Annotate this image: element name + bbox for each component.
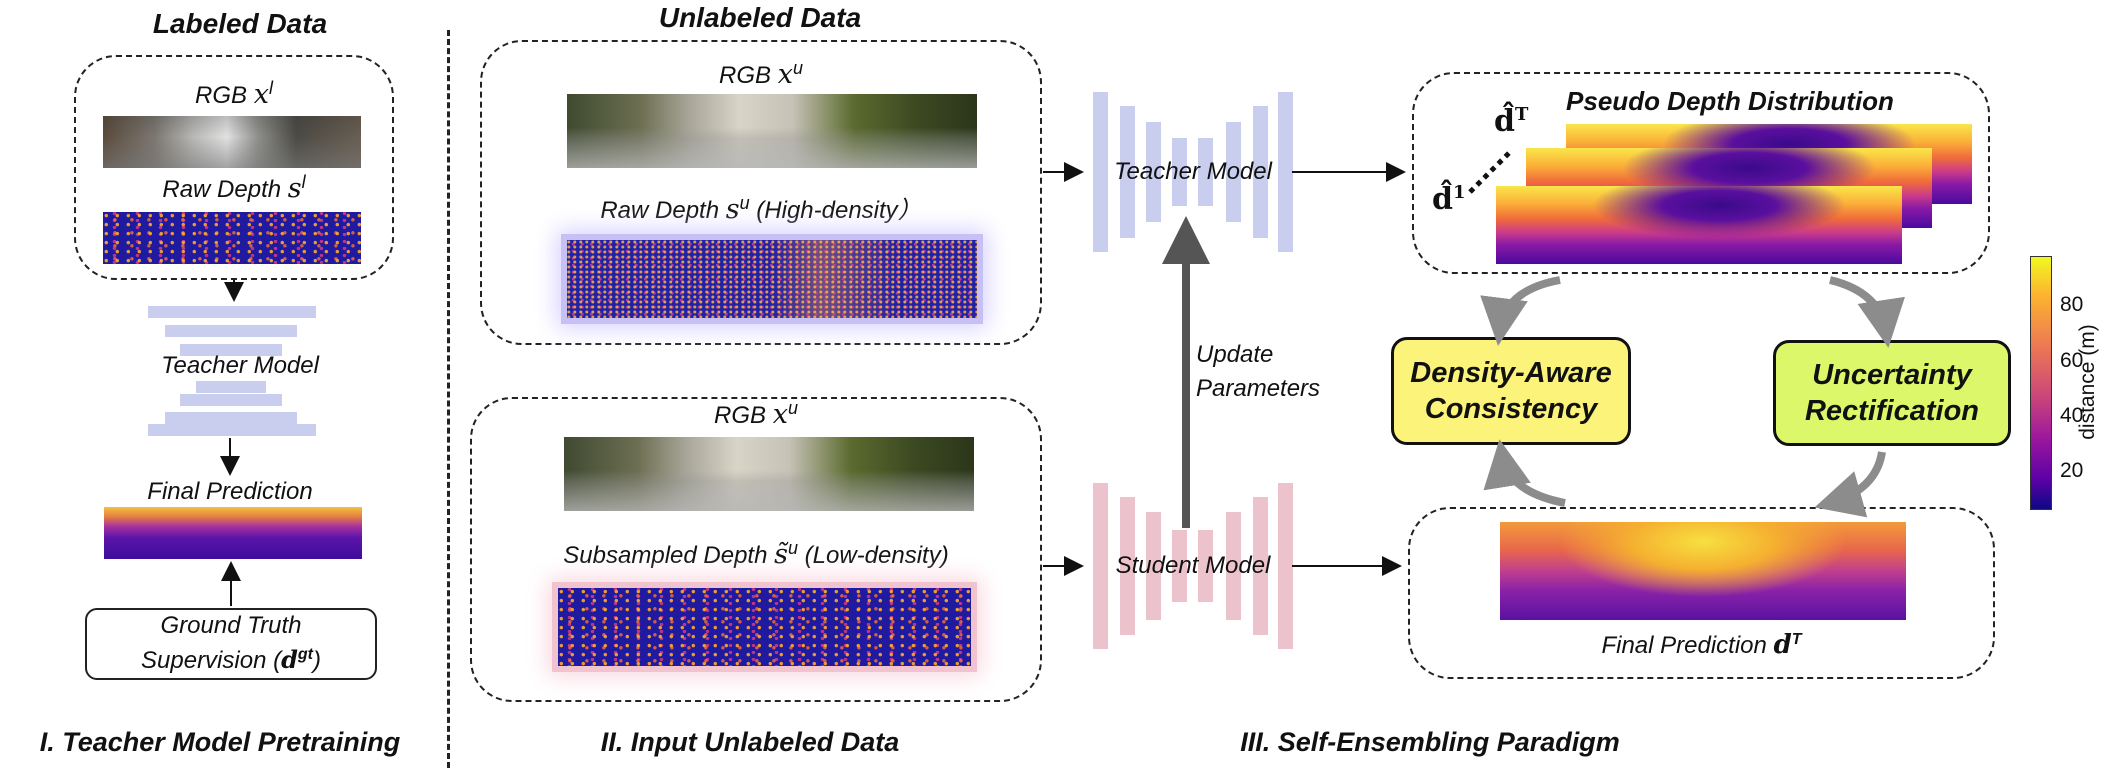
raw-depth-label-unlabeled: Raw Depth su (High-density） — [600, 193, 922, 225]
section1-caption: I. Teacher Model Pretraining — [39, 727, 401, 757]
teacher-layer — [196, 381, 266, 393]
ground-truth-line2: Supervision (dgt) — [141, 645, 321, 674]
student-layer — [1146, 512, 1161, 620]
curved-arrow-rectification-to-final — [1814, 451, 1886, 518]
teacher-layer — [1253, 106, 1268, 238]
student-layer — [1172, 530, 1187, 602]
subsampled-depth-label: Subsampled Depth s̃u (Low-density) — [563, 538, 949, 570]
colorbar-tick-label: 20 — [2060, 459, 2084, 482]
teacher-layer — [1120, 106, 1135, 238]
pseudo-depth-box — [1412, 72, 1990, 274]
rgb-label-unlabeled-2: RGB xu — [714, 398, 798, 430]
rgb-label-unlabeled: RGB xu — [719, 58, 803, 90]
student-layer — [1120, 497, 1135, 635]
raw-depth-image-high-density — [567, 240, 977, 318]
rgb-image-unlabeled-2 — [564, 437, 974, 511]
teacher-layer — [148, 424, 316, 436]
colorbar — [2030, 256, 2052, 510]
teacher-model-label-pretrain: Teacher Model — [161, 352, 319, 379]
student-layer — [1278, 483, 1293, 649]
raw-depth-label-labeled: Raw Depth sl — [162, 172, 306, 204]
colorbar-tick-label: 60 — [2060, 349, 2084, 372]
teacher-layer — [165, 412, 297, 424]
rgb-image-unlabeled — [567, 94, 977, 168]
teacher-model-label: Teacher Model — [1114, 158, 1272, 185]
rgb-image-labeled — [103, 116, 361, 168]
teacher-layer — [180, 344, 282, 356]
pseudo-depth-symbol-bottom: d̂1 — [1432, 182, 1466, 217]
teacher-layer — [148, 306, 316, 318]
final-prediction-label: Final Prediction dT — [1601, 630, 1802, 660]
student-layer — [1198, 530, 1213, 602]
uncertainty-rectification-box: Uncertainty Rectification — [1773, 340, 2011, 446]
final-prediction-image-pretrain — [104, 507, 362, 559]
student-layer — [1253, 497, 1268, 635]
curved-arrow-final-to-consistency — [1483, 439, 1566, 507]
curved-arrow-pseudo-to-rectification — [1829, 276, 1905, 348]
teacher-layer — [1226, 122, 1241, 222]
pseudo-depth-title: Pseudo Depth Distribution — [1566, 86, 1894, 116]
unlabeled-high-density-box — [480, 40, 1042, 345]
curved-arrow-pseudo-to-consistency — [1480, 276, 1561, 346]
density-aware-consistency-box: Density-Aware Consistency — [1391, 337, 1631, 445]
rgb-label-labeled: RGB xl — [195, 78, 273, 110]
final-prediction-box — [1408, 507, 1995, 679]
section3-caption: III. Self-Ensembling Paradigm — [1240, 727, 1620, 757]
section-divider — [447, 30, 450, 768]
teacher-layer — [180, 394, 282, 406]
pseudo-depth-dots — [1468, 148, 1514, 194]
ground-truth-line1: Ground Truth — [160, 612, 302, 639]
student-layer — [1226, 512, 1241, 620]
ground-truth-box — [85, 608, 377, 680]
student-layer — [1093, 483, 1108, 649]
labeled-data-box — [74, 55, 394, 280]
pseudo-depth-map-front — [1496, 186, 1902, 264]
labeled-data-heading: Labeled Data — [152, 8, 328, 39]
subsampled-depth-image-low-density — [558, 588, 971, 666]
update-parameters-label: Update Parameters — [1196, 341, 1321, 402]
final-prediction-depth-map — [1500, 522, 1906, 620]
raw-depth-image-labeled — [103, 212, 361, 264]
unlabeled-low-density-box — [470, 397, 1042, 702]
teacher-layer — [1172, 138, 1187, 206]
colorbar-tick-label: 40 — [2060, 404, 2084, 427]
teacher-layer — [1146, 122, 1161, 222]
teacher-layer — [1093, 92, 1108, 252]
pseudo-depth-symbol-top: d̂T — [1494, 104, 1529, 139]
teacher-layer — [1278, 92, 1293, 252]
colorbar-tick-label: 80 — [2060, 293, 2084, 316]
final-prediction-label-pretrain: Final Prediction — [147, 478, 313, 505]
section2-caption: II. Input Unlabeled Data — [600, 727, 900, 757]
unlabeled-data-heading: Unlabeled Data — [658, 2, 862, 33]
teacher-layer — [1198, 138, 1213, 206]
student-model-label: Student Model — [1115, 552, 1271, 579]
teacher-layer — [165, 325, 297, 337]
